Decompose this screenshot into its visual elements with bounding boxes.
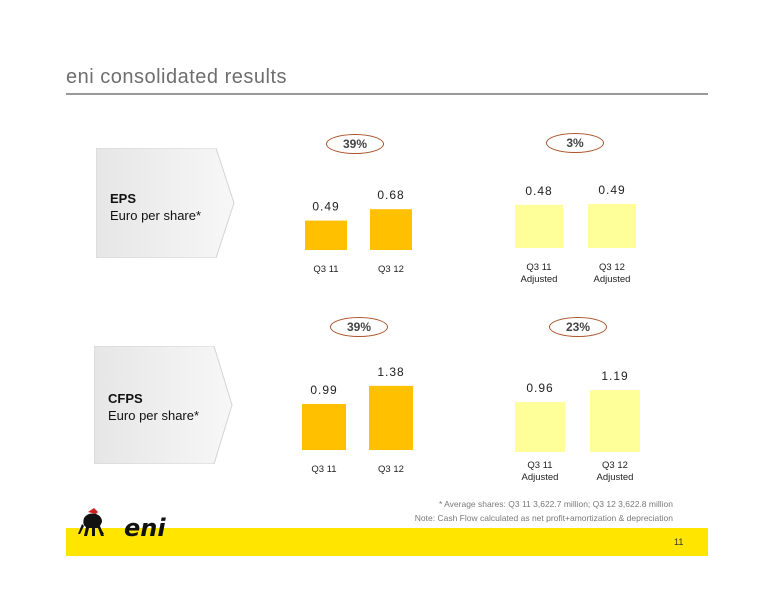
page-number: 11 xyxy=(674,537,684,547)
category-label-cfps_adjusted-1-1: Adjusted xyxy=(597,472,634,483)
cfps-reported-chart: 0.99 Q3 11 1.38 Q3 12 xyxy=(292,350,432,495)
eps-adjusted-chart: 0.48 Q3 11 Adjusted 0.49 Q3 12 Adjusted xyxy=(505,160,655,305)
eps-reported-change-badge: 39% xyxy=(326,134,384,154)
footer-band xyxy=(66,528,708,556)
value-label-cfps_adjusted-0: 0.96 xyxy=(526,381,553,395)
arrow-shape xyxy=(94,346,233,464)
category-label-cfps_reported-0-0: Q3 11 xyxy=(311,464,336,475)
arrow-shape xyxy=(96,148,235,258)
bar-eps_adjusted-1 xyxy=(588,203,636,248)
cfps-adjusted-change-badge: 23% xyxy=(549,317,607,337)
category-label-cfps_adjusted-0-0: Q3 11 xyxy=(527,460,552,471)
cfps-adjusted-chart: 0.96 Q3 11 Adjusted 1.19 Q3 12 Adjusted xyxy=(505,350,655,495)
cfps-arrow-label: CFPS Euro per share* xyxy=(94,346,234,464)
eps-arrow-label: EPS Euro per share* xyxy=(96,148,236,258)
six-legged-dog-icon: eni xyxy=(78,508,166,542)
cfps-reported-chart-svg: 0.99 Q3 11 1.38 Q3 12 xyxy=(302,365,413,475)
category-label-cfps_adjusted-0-1: Adjusted xyxy=(522,472,559,483)
bar-cfps_reported-1 xyxy=(369,385,413,450)
cfps-unit-label: Euro per share* xyxy=(108,408,200,423)
title-divider xyxy=(66,93,708,95)
cfps-reported-change-badge: 39% xyxy=(330,317,388,337)
bar-cfps_reported-0 xyxy=(302,403,346,450)
eps-adjusted-change-badge: 3% xyxy=(546,133,604,153)
category-label-eps_reported-0-0: Q3 11 xyxy=(313,264,338,275)
category-label-eps_adjusted-1-0: Q3 12 xyxy=(599,262,625,273)
category-label-eps_adjusted-1-1: Adjusted xyxy=(594,274,631,285)
value-label-cfps_reported-1: 1.38 xyxy=(377,365,404,379)
logo-text: eni xyxy=(124,514,166,542)
category-label-eps_adjusted-0-1: Adjusted xyxy=(521,274,558,285)
category-label-eps_adjusted-0-0: Q3 11 xyxy=(526,262,551,273)
eni-logo: eni xyxy=(74,504,174,552)
category-label-cfps_adjusted-1-0: Q3 12 xyxy=(602,460,628,471)
footnote-cash-flow-note: Note: Cash Flow calculated as net profit… xyxy=(414,513,673,523)
eps-reported-chart: 0.49 Q3 11 0.68 Q3 12 xyxy=(295,160,435,305)
eps-unit-label: Euro per share* xyxy=(110,208,202,223)
cfps-label: CFPS xyxy=(108,391,143,406)
category-label-cfps_reported-1-0: Q3 12 xyxy=(378,464,404,475)
value-label-cfps_adjusted-1: 1.19 xyxy=(601,369,628,383)
value-label-eps_reported-0: 0.49 xyxy=(312,200,339,214)
bar-eps_reported-1 xyxy=(370,209,412,250)
eps-reported-chart-svg: 0.49 Q3 11 0.68 Q3 12 xyxy=(305,188,412,275)
value-label-eps_adjusted-1: 0.49 xyxy=(598,183,625,197)
value-label-eps_reported-1: 0.68 xyxy=(377,188,404,202)
bar-eps_reported-0 xyxy=(305,220,347,250)
bar-cfps_adjusted-1 xyxy=(590,390,640,452)
value-label-cfps_reported-0: 0.99 xyxy=(310,383,337,397)
category-label-eps_reported-1-0: Q3 12 xyxy=(378,264,404,275)
bar-cfps_adjusted-0 xyxy=(515,402,565,452)
value-label-eps_adjusted-0: 0.48 xyxy=(525,184,552,198)
slide-title: eni consolidated results xyxy=(66,66,288,88)
footnote-average-shares: * Average shares: Q3 11 3,622.7 million;… xyxy=(438,499,673,509)
eps-label: EPS xyxy=(110,191,137,206)
bar-eps_adjusted-0 xyxy=(515,204,563,248)
